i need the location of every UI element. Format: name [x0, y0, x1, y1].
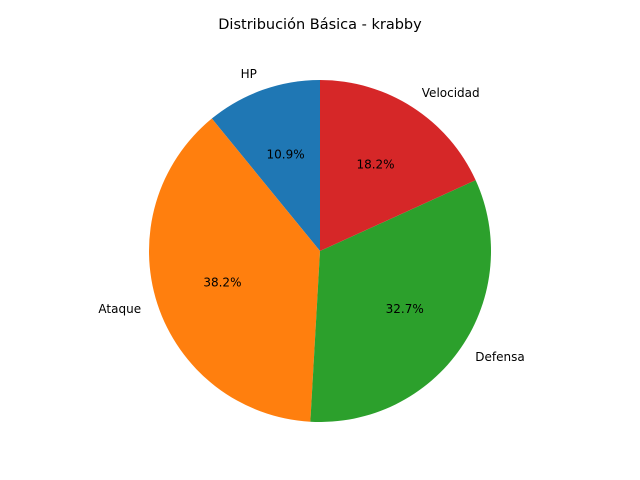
pie-slice-velocidad [320, 80, 476, 251]
slice-percent-defensa: 32.7% [386, 302, 424, 316]
pie-slice-hp [211, 80, 320, 251]
slice-percent-hp: 10.9% [266, 147, 304, 161]
pie-labels: HP 10.9% Ataque 38.2% Defensa 32.7% Velocidad 1… [98, 67, 524, 364]
slice-label-defensa: Defensa [475, 350, 524, 364]
pie-slice-defensa [310, 180, 492, 422]
slice-percent-velocidad: 18.2% [356, 158, 394, 172]
slice-label-velocidad: Velocidad [422, 86, 480, 100]
slice-percent-ataque: 38.2% [203, 276, 241, 290]
chart-title: Distribución Básica - krabby [218, 17, 422, 33]
slice-label-hp: HP [241, 67, 257, 81]
pie-slice-ataque [148, 118, 320, 422]
slice-label-ataque: Ataque [98, 302, 141, 316]
pie-slices [148, 80, 492, 422]
